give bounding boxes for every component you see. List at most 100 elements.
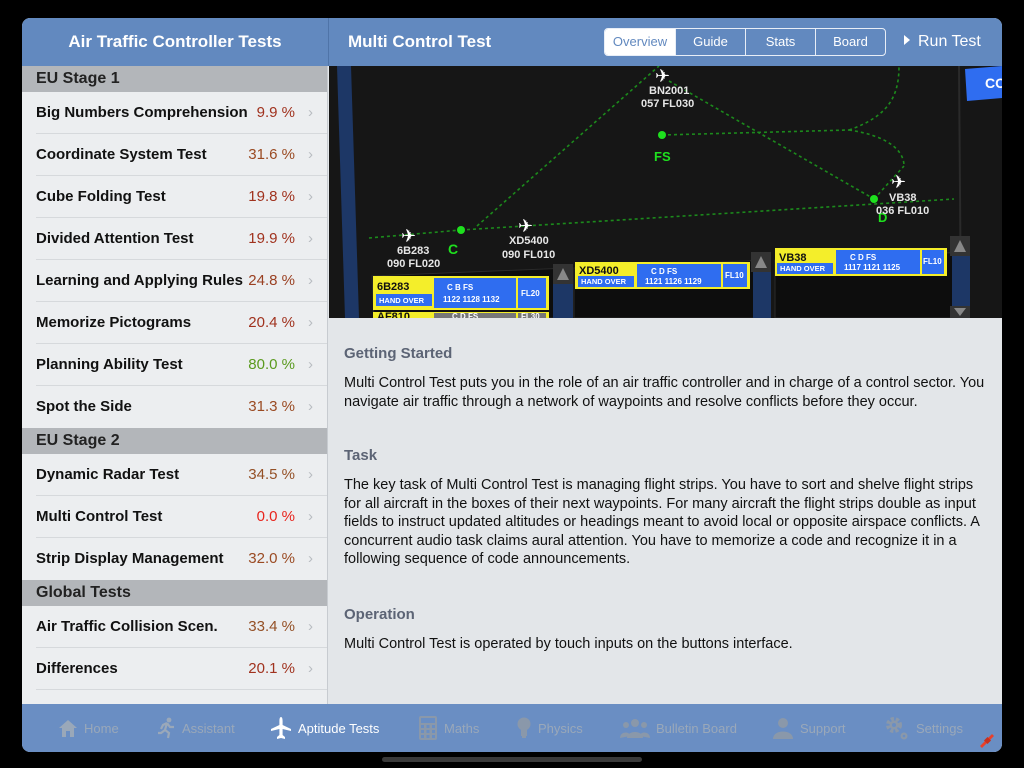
- test-score: 31.3 %: [248, 398, 295, 415]
- test-score: 34.5 %: [248, 466, 295, 483]
- list-item-differences[interactable]: Differences 20.1 % ›: [22, 648, 327, 690]
- tab-bulletin-board[interactable]: Bulletin Board: [620, 704, 737, 752]
- tab-label: Aptitude Tests: [298, 720, 380, 736]
- test-name: Differences: [36, 660, 118, 677]
- list-item-big-numbers[interactable]: Big Numbers Comprehension 9.9 % ›: [22, 92, 327, 134]
- svg-text:CO: CO: [985, 75, 1002, 91]
- svg-text:C: C: [448, 241, 458, 257]
- test-score: 0.0 %: [256, 508, 295, 525]
- chevron-right-icon: ›: [308, 272, 313, 289]
- svg-text:✈: ✈: [891, 172, 906, 192]
- chevron-right-icon: ›: [308, 356, 313, 373]
- page-title: Multi Control Test: [348, 32, 492, 51]
- svg-text:VB38: VB38: [889, 192, 917, 204]
- calculator-icon: [419, 716, 437, 740]
- run-test-label: Run Test: [918, 33, 981, 50]
- chevron-right-icon: ›: [308, 104, 313, 121]
- tab-stats[interactable]: Stats: [745, 29, 815, 55]
- svg-text:C D FS: C D FS: [452, 312, 479, 318]
- chevron-right-icon: ›: [308, 508, 313, 525]
- section-title-operation: Operation: [344, 605, 415, 623]
- list-item-memorize-pictograms[interactable]: Memorize Pictograms 20.4 % ›: [22, 302, 327, 344]
- test-name: Dynamic Radar Test: [36, 466, 180, 483]
- test-name: Spot the Side: [36, 398, 132, 415]
- list-item-coordinate-system[interactable]: Coordinate System Test 31.6 % ›: [22, 134, 327, 176]
- test-score: 80.0 %: [248, 356, 295, 373]
- svg-text:D: D: [878, 210, 887, 225]
- tab-label: Home: [84, 720, 119, 736]
- list-item-cube-folding[interactable]: Cube Folding Test 19.8 % ›: [22, 176, 327, 218]
- svg-text:057 FL030: 057 FL030: [641, 98, 694, 110]
- list-item-multi-control[interactable]: Multi Control Test 0.0 % ›: [22, 496, 327, 538]
- svg-text:1122 1128 1132: 1122 1128 1132: [443, 295, 500, 304]
- test-name: Divided Attention Test: [36, 230, 194, 247]
- tab-board[interactable]: Board: [815, 29, 885, 55]
- home-indicator[interactable]: [382, 757, 642, 762]
- svg-text:XD5400: XD5400: [579, 265, 619, 277]
- list-item-strip-display[interactable]: Strip Display Management 32.0 % ›: [22, 538, 327, 580]
- svg-text:090 FL010: 090 FL010: [502, 249, 555, 261]
- app-window: Air Traffic Controller Tests Multi Contr…: [22, 18, 1002, 752]
- tab-home[interactable]: Home: [58, 704, 119, 752]
- svg-text:1117 1121 1125: 1117 1121 1125: [844, 263, 901, 272]
- tab-label: Settings: [916, 720, 963, 736]
- test-score: 32.0 %: [248, 550, 295, 567]
- test-score: 20.1 %: [248, 660, 295, 677]
- gears-icon: [886, 717, 908, 740]
- run-test-button[interactable]: Run Test: [904, 18, 981, 66]
- tab-label: Physics: [538, 720, 583, 736]
- chevron-right-icon: ›: [308, 230, 313, 247]
- list-item-collision-scenarios[interactable]: Air Traffic Collision Scen. 33.4 % ›: [22, 606, 327, 648]
- test-score: 31.6 %: [248, 146, 295, 163]
- svg-text:6B283: 6B283: [397, 245, 429, 257]
- list-item-dynamic-radar[interactable]: Dynamic Radar Test 34.5 % ›: [22, 454, 327, 496]
- tab-support[interactable]: Support: [772, 704, 846, 752]
- tab-label: Maths: [444, 720, 480, 736]
- tab-maths[interactable]: Maths: [418, 704, 479, 752]
- lightbulb-icon: [517, 717, 531, 738]
- home-icon: [59, 720, 77, 737]
- tab-aptitude-tests[interactable]: Aptitude Tests: [270, 704, 379, 752]
- section-title-task: Task: [344, 447, 378, 464]
- svg-text:✈: ✈: [518, 216, 533, 236]
- test-name: Big Numbers Comprehension: [36, 104, 248, 121]
- overview-content: Getting Started Multi Control Test puts …: [329, 318, 1002, 704]
- chevron-right-icon: ›: [308, 660, 313, 677]
- bottom-tab-bar: Home Assistant Aptitude Tests Maths Phys…: [22, 704, 1002, 752]
- tab-assistant[interactable]: Assistant: [156, 704, 235, 752]
- tab-settings[interactable]: Settings: [884, 704, 963, 752]
- svg-text:AF810: AF810: [377, 311, 410, 318]
- svg-text:FL10: FL10: [725, 271, 744, 280]
- test-score: 20.4 %: [248, 314, 295, 331]
- test-name: Cube Folding Test: [36, 188, 166, 205]
- chevron-right-icon: ›: [308, 398, 313, 415]
- airplane-icon: [271, 717, 291, 739]
- test-name: Coordinate System Test: [36, 146, 207, 163]
- svg-text:XD5400: XD5400: [509, 235, 549, 247]
- list-item-divided-attention[interactable]: Divided Attention Test 19.9 % ›: [22, 218, 327, 260]
- chevron-right-icon: ›: [308, 466, 313, 483]
- tab-guide[interactable]: Guide: [675, 29, 745, 55]
- list-item-spot-the-side[interactable]: Spot the Side 31.3 % ›: [22, 386, 327, 428]
- chevron-right-icon: ›: [308, 146, 313, 163]
- tab-label: Assistant: [182, 720, 235, 736]
- test-name: Multi Control Test: [36, 508, 163, 525]
- test-score: 19.8 %: [248, 188, 295, 205]
- play-triangle-icon: [904, 35, 910, 45]
- tab-physics[interactable]: Physics: [516, 704, 583, 752]
- list-item-planning-ability[interactable]: Planning Ability Test 80.0 % ›: [22, 344, 327, 386]
- running-person-icon: [158, 717, 174, 739]
- list-item-learning-rules[interactable]: Learning and Applying Rules 24.8 % ›: [22, 260, 327, 302]
- test-score: 24.8 %: [248, 272, 295, 289]
- test-score: 19.9 %: [248, 230, 295, 247]
- waypoint-markers: [457, 131, 878, 234]
- svg-text:C D FS: C D FS: [850, 253, 877, 262]
- test-name: Air Traffic Collision Scen.: [36, 618, 218, 635]
- group-icon: [620, 719, 650, 738]
- svg-text:036 FL010: 036 FL010: [876, 205, 929, 217]
- section-body-task: The key task of Multi Control Test is ma…: [344, 477, 980, 567]
- svg-text:1121 1126 1129: 1121 1126 1129: [645, 277, 702, 286]
- svg-text:✈: ✈: [401, 226, 416, 246]
- tab-overview[interactable]: Overview: [605, 29, 675, 55]
- test-list-sidebar[interactable]: EU Stage 1 Big Numbers Comprehension 9.9 …: [22, 66, 328, 704]
